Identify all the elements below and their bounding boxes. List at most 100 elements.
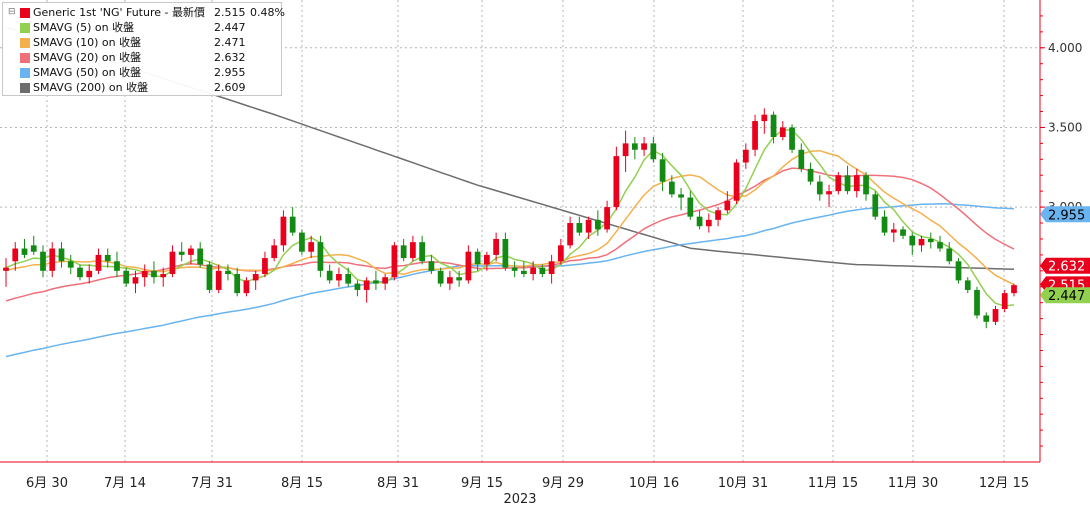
candle-body xyxy=(243,280,250,294)
y-tick-label: 4.000 xyxy=(1048,41,1082,55)
candle-body xyxy=(428,261,435,271)
candle-body xyxy=(225,270,231,275)
candle-body xyxy=(631,143,638,150)
candle-body xyxy=(456,277,463,281)
candle-body xyxy=(447,277,453,284)
x-tick-label: 11月 30 xyxy=(888,476,938,491)
price-tag-label: 2.447 xyxy=(1048,289,1085,304)
x-tick-label: 7月 14 xyxy=(104,476,146,491)
legend-swatch-sma200 xyxy=(20,83,30,93)
candle-body xyxy=(844,175,851,192)
candle-body xyxy=(67,261,74,268)
x-tick-label: 7月 31 xyxy=(191,476,233,491)
legend-value-sma200: 2.609 xyxy=(214,81,246,94)
candle-body xyxy=(604,207,610,230)
candle-body xyxy=(354,283,361,290)
candle-body xyxy=(678,194,684,198)
candle-body xyxy=(687,197,694,217)
candle-body xyxy=(585,219,592,233)
legend-label-sma10: SMAVG (10) on 收盤 xyxy=(33,36,142,49)
candle-body xyxy=(40,251,46,271)
candle-body xyxy=(437,270,444,284)
candle-body xyxy=(289,216,296,233)
candle-body xyxy=(132,277,139,284)
candle-body xyxy=(511,267,518,271)
sma20-line-layer xyxy=(5,167,1015,302)
candle-body xyxy=(317,242,324,271)
candle-body xyxy=(474,251,481,265)
candle-body xyxy=(613,156,620,208)
candle-body xyxy=(909,235,916,246)
candle-body xyxy=(215,270,222,290)
x-tick-label: 11月 15 xyxy=(808,476,858,491)
candle-body xyxy=(816,181,823,195)
candle-body xyxy=(890,229,897,233)
legend-swatch-sma10 xyxy=(20,38,30,48)
price-tag-label: 2.632 xyxy=(1048,260,1085,275)
candle-body xyxy=(419,242,426,262)
candle-body xyxy=(900,229,906,236)
candle-body xyxy=(21,248,28,255)
candle-body xyxy=(363,280,370,290)
legend-value-sma5: 2.447 xyxy=(214,21,246,34)
candle-body xyxy=(234,274,241,294)
price-tag-box xyxy=(1040,257,1090,274)
legend-label-sma5: SMAVG (5) on 收盤 xyxy=(33,21,135,34)
price-tag-label: 2.955 xyxy=(1048,208,1085,223)
candle-body xyxy=(151,270,157,278)
candle-body xyxy=(557,245,564,262)
candle-body xyxy=(964,280,971,290)
candle-body xyxy=(49,248,56,271)
candle-body xyxy=(382,277,389,284)
candle-body xyxy=(123,270,130,284)
candle-body xyxy=(521,270,527,275)
x-tick-label: 8月 15 xyxy=(281,476,323,491)
candle-body xyxy=(12,248,19,262)
sma5-line-layer xyxy=(5,129,1015,307)
legend-label-sma50: SMAVG (50) on 收盤 xyxy=(33,66,142,79)
legend-row-price[interactable]: ⊟ Generic 1st 'NG' Future - 最新價 2.515 0.… xyxy=(3,5,285,20)
candle-body xyxy=(391,245,398,278)
candle-body xyxy=(798,149,805,169)
legend-value-sma20: 2.632 xyxy=(214,51,246,64)
candle-body xyxy=(58,248,65,262)
candle-body xyxy=(188,248,194,255)
collapse-icon[interactable]: ⊟ xyxy=(8,7,16,17)
legend-swatch-sma50 xyxy=(20,68,30,78)
candle-body xyxy=(95,254,102,271)
candle-body xyxy=(3,267,9,271)
legend-row-sma10[interactable]: SMAVG (10) on 收盤 2.471 xyxy=(3,35,281,50)
candle-body xyxy=(252,274,259,281)
candle-body xyxy=(946,248,953,262)
legend-value-sma10: 2.471 xyxy=(214,36,246,49)
candle-body xyxy=(576,223,583,233)
candle-body xyxy=(493,238,499,255)
price-tag: 2.447 xyxy=(1040,287,1090,304)
candle-body xyxy=(280,216,287,246)
candle-layer xyxy=(3,108,1017,329)
x-tick-label: 6月 30 xyxy=(26,476,68,491)
legend-row-sma50[interactable]: SMAVG (50) on 收盤 2.955 xyxy=(3,65,281,80)
candle-body xyxy=(345,274,352,284)
candle-body xyxy=(262,258,268,275)
candle-body xyxy=(484,254,490,265)
price-tag: 2.955 xyxy=(1040,206,1090,223)
sma5-line xyxy=(5,129,1015,307)
legend-row-sma20[interactable]: SMAVG (20) on 收盤 2.632 xyxy=(3,50,281,65)
candle-body xyxy=(927,238,934,243)
legend-swatch-sma20 xyxy=(20,53,30,63)
candle-body xyxy=(308,242,315,252)
candle-body xyxy=(299,232,305,252)
price-tag: 2.632 xyxy=(1040,257,1090,275)
candle-body xyxy=(715,210,721,220)
candle-body xyxy=(733,162,740,201)
legend-row-sma200[interactable]: SMAVG (200) on 收盤 2.609 xyxy=(3,80,281,95)
y-tick-label: 3.500 xyxy=(1048,120,1082,134)
candle-body xyxy=(779,127,786,138)
legend-row-sma5[interactable]: SMAVG (5) on 收盤 2.447 xyxy=(3,20,281,35)
x-tick-label: 9月 29 xyxy=(542,476,584,491)
candle-body xyxy=(548,261,555,275)
